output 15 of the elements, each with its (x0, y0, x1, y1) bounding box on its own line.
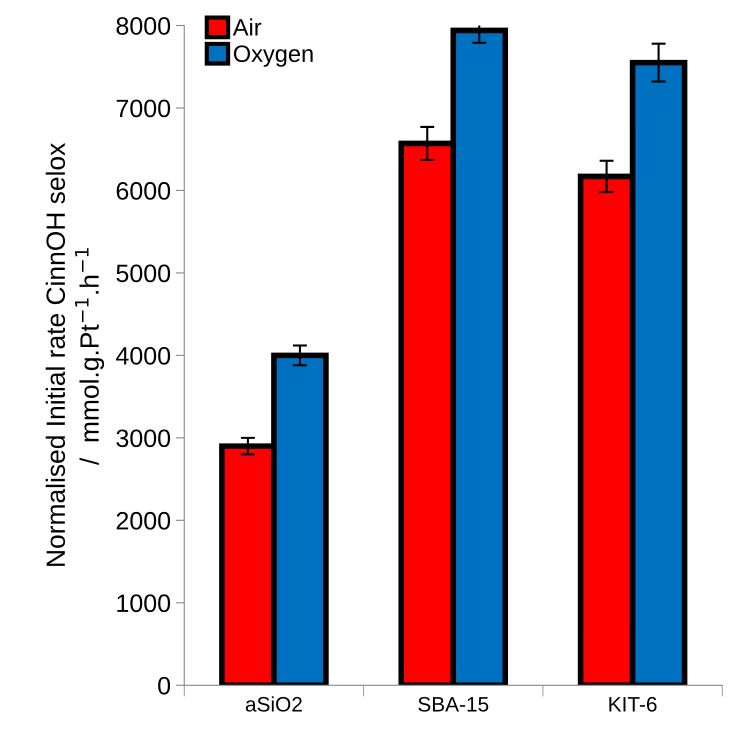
y-tick-label: 6000 (116, 182, 170, 200)
y-tick-label: 0 (158, 676, 170, 695)
y-tick-label: 2000 (116, 512, 170, 530)
y-tick-label: 1000 (117, 594, 170, 612)
y-tick-label: 5000 (116, 264, 170, 282)
x-tick-label: SBA-15 (418, 696, 488, 712)
y-tick-label: 3000 (116, 429, 170, 448)
y-tick-label: 8000 (116, 17, 170, 35)
legend-label: Air (232, 18, 262, 36)
y-tick-label: 7000 (116, 100, 170, 118)
y-axis-title: Normalised Initial rate CinnOH selox / mmol.g.Pt$^{−1}$.h$^{−1}$ (46, 143, 104, 566)
x-tick-label: aSiO2 (246, 696, 302, 712)
y-tick-label: 4000 (116, 346, 170, 365)
legend-label: Oxygen (234, 45, 313, 67)
x-tick-label: KIT-6 (609, 696, 657, 712)
